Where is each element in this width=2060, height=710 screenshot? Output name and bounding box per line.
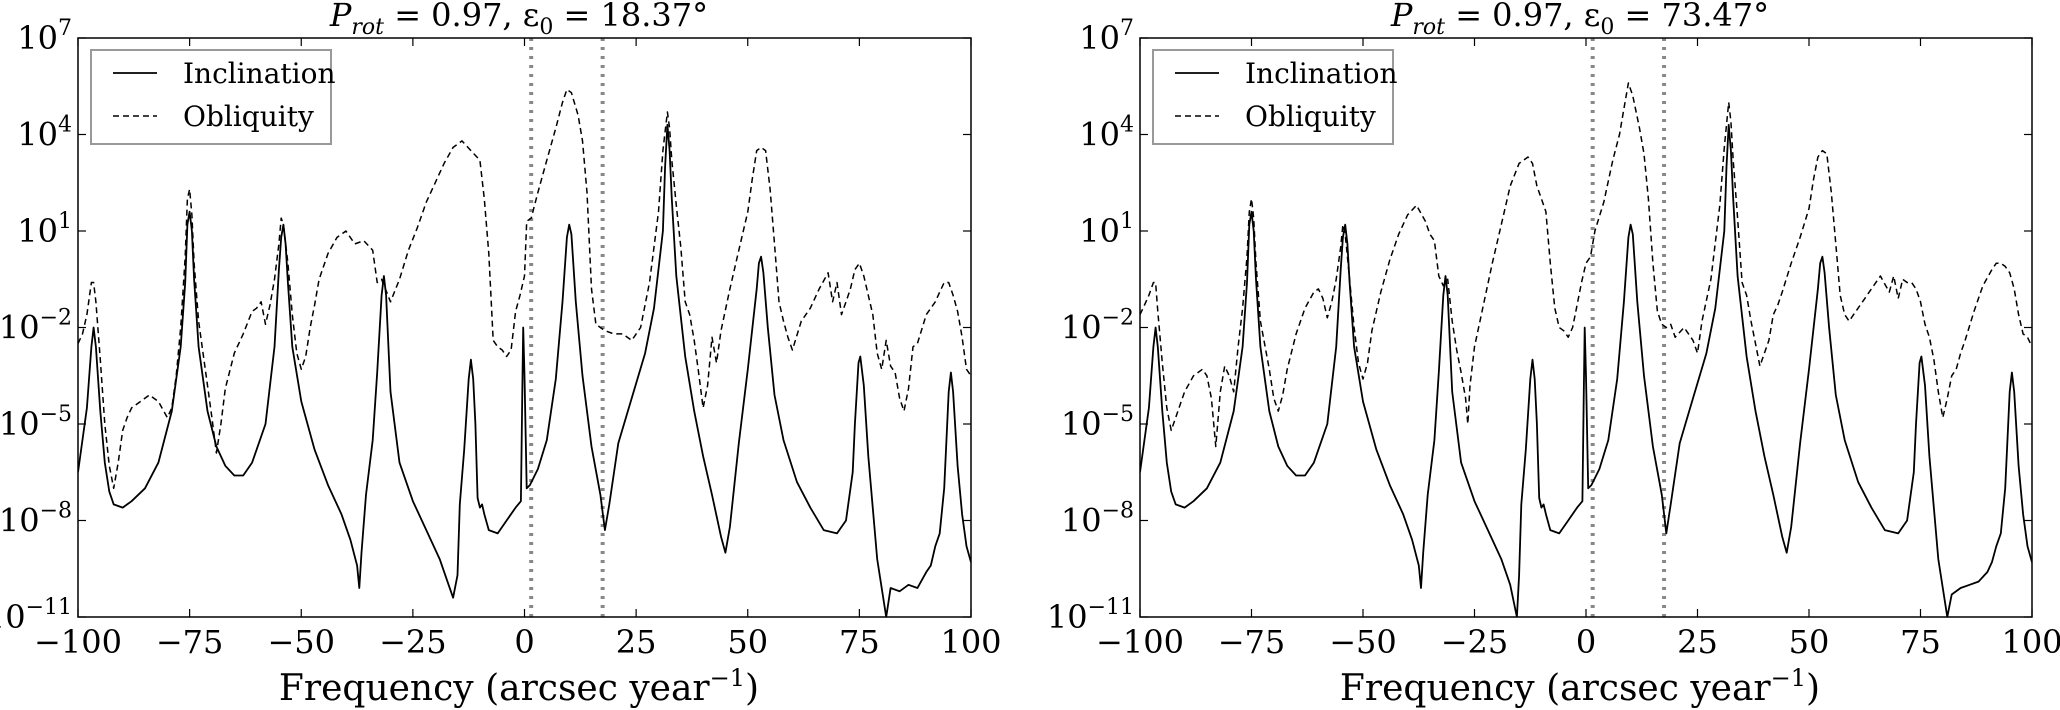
right-inclination-curve xyxy=(1140,123,2032,617)
right-x-tick-label: 0 xyxy=(1576,623,1596,661)
left-x-tick-label: −100 xyxy=(34,623,122,661)
right-panel: Prot = 0.97, ε0 = 73.47° −100 −75 −50 −25 0 2… xyxy=(1047,0,2060,709)
right-legend: Inclination Obliquity xyxy=(1152,49,1398,145)
left-y-tick-label: 10−11 xyxy=(0,595,72,636)
left-x-tick-label: −75 xyxy=(156,623,224,661)
left-x-tick-label: 25 xyxy=(616,623,657,661)
left-y-tick-label: 10−8 xyxy=(0,499,72,540)
left-y-tick-label: 104 xyxy=(17,113,72,154)
right-x-tick-label: 50 xyxy=(1789,623,1830,661)
left-legend-box xyxy=(90,49,332,145)
left-y-tick-label: 101 xyxy=(17,209,72,250)
left-y-tick-label: 10−5 xyxy=(0,402,72,443)
right-x-tick-label: 25 xyxy=(1677,623,1718,661)
right-obliquity-curve xyxy=(1140,82,2032,448)
right-y-tick-label: 10−2 xyxy=(1061,306,1134,347)
left-legend: Inclination Obliquity xyxy=(90,49,336,145)
left-legend-inclination-label: Inclination xyxy=(183,57,336,90)
right-y-tick-label: 104 xyxy=(1079,113,1134,154)
right-x-tick-label: −100 xyxy=(1096,623,1184,661)
right-panel-title: Prot = 0.97, ε0 = 73.47° xyxy=(1390,0,1769,40)
left-legend-obliquity-label: Obliquity xyxy=(183,100,314,133)
right-x-tick-label: −50 xyxy=(1329,623,1397,661)
right-legend-obliquity-label: Obliquity xyxy=(1245,100,1376,133)
right-x-axis-title: Frequency (arcsec year−1) xyxy=(1340,664,1820,709)
left-plot-area: −100 −75 −50 −25 0 25 50 75 100 10−11 10−8 10−5 10−2… xyxy=(0,16,1002,661)
left-x-tick-label: 75 xyxy=(839,623,880,661)
left-y-tick-label: 10−2 xyxy=(0,306,72,347)
left-x-tick-label: −50 xyxy=(267,623,335,661)
left-x-tick-label: 0 xyxy=(514,623,534,661)
right-plot-area: −100 −75 −50 −25 0 25 50 75 100 10−11 10−8 10−5 10−2… xyxy=(1047,16,2060,661)
right-x-tick-label: 100 xyxy=(2001,623,2060,661)
left-y-tick-label: 107 xyxy=(17,16,72,57)
right-x-tick-label: −25 xyxy=(1441,623,1509,661)
left-panel-title: Prot = 0.97, ε0 = 18.37° xyxy=(329,0,708,40)
right-x-tick-label: 75 xyxy=(1900,623,1941,661)
left-obliquity-curve xyxy=(78,88,971,490)
right-x-tick-label: −75 xyxy=(1218,623,1286,661)
right-y-tick-label: 10−11 xyxy=(1047,595,1134,636)
right-y-tick-label: 101 xyxy=(1079,209,1134,250)
left-panel: Prot = 0.97, ε0 = 18.37° −100 −75 −50 −25 0 2… xyxy=(0,0,1002,709)
left-x-tick-label: 50 xyxy=(727,623,768,661)
right-y-tick-label: 107 xyxy=(1079,16,1134,57)
right-y-tick-label: 10−8 xyxy=(1061,499,1134,540)
left-x-tick-label: −25 xyxy=(379,623,447,661)
left-x-tick-label: 100 xyxy=(940,623,1001,661)
left-x-axis-title: Frequency (arcsec year−1) xyxy=(279,664,759,709)
right-legend-inclination-label: Inclination xyxy=(1245,57,1398,90)
left-inclination-curve xyxy=(78,123,971,617)
right-y-tick-label: 10−5 xyxy=(1061,402,1134,443)
right-legend-box xyxy=(1152,49,1394,145)
